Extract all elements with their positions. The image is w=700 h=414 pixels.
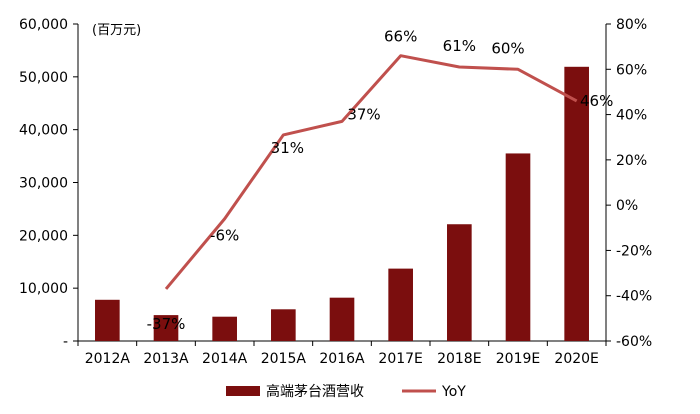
data-labels: -37% -6% 31% 37% 66% 61% 60% 46% [147, 28, 614, 333]
left-tick-label: 20,000 [19, 228, 68, 244]
revenue-bar [271, 309, 296, 341]
left-tick-label: - [63, 334, 68, 350]
left-tick-label: 30,000 [19, 176, 68, 192]
right-tick-label: -60% [616, 334, 652, 350]
legend: 高端茅台酒营收 YoY [226, 383, 466, 400]
yoy-line-layer [164, 54, 578, 290]
x-tick-label: 2014A [202, 351, 248, 367]
left-tick-label: 60,000 [19, 17, 68, 33]
yoy-data-label: 31% [271, 139, 304, 157]
yoy-data-label: 66% [384, 28, 417, 46]
revenue-bar [505, 153, 531, 341]
right-tick-label: 60% [616, 62, 647, 78]
revenue-bar [564, 66, 589, 342]
yoy-data-label: -37% [147, 315, 186, 333]
axes: - 10,000 20,000 30,000 40,000 50,000 60,000 -60… [19, 17, 652, 367]
x-tick-label: 2019E [496, 351, 540, 367]
right-tick-label: 40% [616, 108, 647, 124]
right-tick-label: 0% [616, 198, 638, 214]
yoy-data-label: 60% [491, 39, 524, 57]
left-tick-label: 40,000 [19, 123, 68, 139]
unit-label: (百万元) [92, 23, 141, 38]
right-tick-label: 80% [616, 17, 647, 33]
legend-bar-label: 高端茅台酒营收 [266, 383, 364, 400]
x-tick-label: 2012A [85, 351, 131, 367]
x-tick-label: 2013A [143, 351, 189, 367]
x-tick-label: 2017E [378, 351, 422, 367]
left-tick-label: 10,000 [19, 281, 68, 297]
right-tick-label: -40% [616, 289, 652, 305]
yoy-data-label: -6% [210, 227, 239, 245]
yoy-data-label: 61% [443, 37, 476, 55]
yoy-data-label: 46% [580, 92, 613, 110]
x-tick-label: 2018E [437, 351, 481, 367]
revenue-bar [95, 299, 120, 341]
revenue-bar [153, 315, 179, 341]
right-tick-label: 20% [616, 153, 647, 169]
left-tick-label: 50,000 [19, 70, 68, 86]
x-tick-label: 2020E [554, 351, 598, 367]
x-tick-label: 2016A [319, 351, 365, 367]
bars [95, 66, 589, 342]
revenue-bar [329, 297, 355, 341]
revenue-bar [388, 268, 413, 341]
revenue-bar [212, 316, 237, 341]
revenue-bar [447, 224, 472, 341]
right-tick-label: -20% [616, 243, 652, 259]
legend-bar-swatch [226, 386, 260, 396]
yoy-line [164, 54, 578, 290]
legend-line-label: YoY [441, 384, 466, 400]
yoy-data-label: 37% [347, 105, 380, 123]
x-tick-label: 2015A [261, 351, 307, 367]
